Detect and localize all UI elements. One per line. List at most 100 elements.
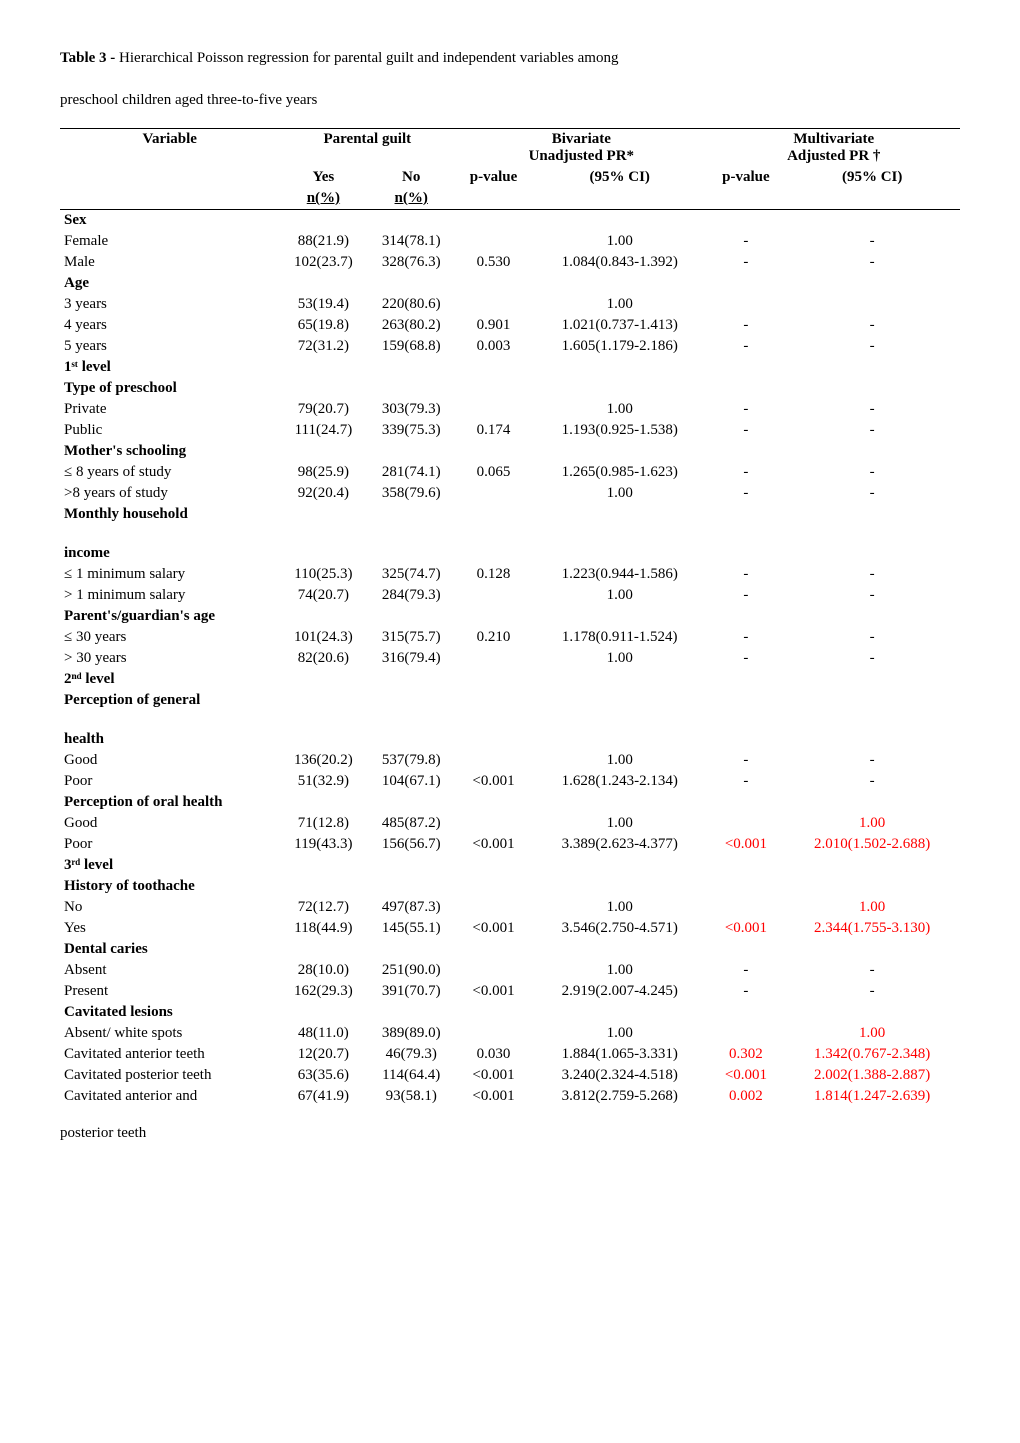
cell-ci1: 1.265(0.985-1.623) — [532, 462, 708, 483]
hdr-no: No — [367, 167, 455, 188]
row-label: Yes — [60, 918, 280, 939]
row-label: No — [60, 897, 280, 918]
cell-ci2: 1.00 — [784, 1023, 960, 1044]
table-row: > 30 years82(20.6)316(79.4)1.00-- — [60, 648, 960, 669]
cell-pv2: - — [708, 585, 785, 606]
row-label: Cavitated posterior teeth — [60, 1065, 280, 1086]
table-row: Cavitated posterior teeth63(35.6)114(64.… — [60, 1065, 960, 1086]
section-label: Perception of general — [60, 690, 280, 711]
cell-no: 114(64.4) — [367, 1065, 455, 1086]
hdr-ci-2: (95% CI) — [784, 167, 960, 188]
section-label: Age — [60, 273, 280, 294]
cell-no: 145(55.1) — [367, 918, 455, 939]
cell-ci1: 1.00 — [532, 960, 708, 981]
cell-pv1 — [455, 483, 532, 504]
tail-text: posterior teeth — [60, 1125, 960, 1142]
section-header-row: Age — [60, 273, 960, 294]
hdr-bivariate: Bivariate Unadjusted PR* — [455, 129, 707, 168]
cell-pv2 — [708, 294, 785, 315]
cell-pv1 — [455, 399, 532, 420]
section-label: Cavitated lesions — [60, 1002, 280, 1023]
row-label: Good — [60, 750, 280, 771]
cell-pv2: - — [708, 648, 785, 669]
cell-pv1: <0.001 — [455, 981, 532, 1002]
row-label: ≤ 30 years — [60, 627, 280, 648]
cell-no: 220(80.6) — [367, 294, 455, 315]
hdr-npct-yes: n(%) — [307, 190, 340, 206]
cell-yes: 110(25.3) — [280, 564, 368, 585]
cell-yes: 82(20.6) — [280, 648, 368, 669]
row-label: Male — [60, 252, 280, 273]
caption-prefix: Table 3 - — [60, 50, 119, 66]
hdr-pvalue-1: p-value — [455, 167, 532, 188]
cell-pv2: - — [708, 981, 785, 1002]
cell-pv2: - — [708, 315, 785, 336]
cell-ci2: 2.344(1.755-3.130) — [784, 918, 960, 939]
cell-ci1: 3.389(2.623-4.377) — [532, 834, 708, 855]
cell-ci2: 1.342(0.767-2.348) — [784, 1044, 960, 1065]
cell-pv2: - — [708, 252, 785, 273]
cell-no: 497(87.3) — [367, 897, 455, 918]
section-header-row: Perception of oral health — [60, 792, 960, 813]
hdr-yes: Yes — [280, 167, 368, 188]
cell-pv2: - — [708, 399, 785, 420]
cell-ci2: 1.00 — [784, 813, 960, 834]
table-row: Yes118(44.9)145(55.1)<0.0013.546(2.750-4… — [60, 918, 960, 939]
section-header-row: 3ʳᵈ level — [60, 855, 960, 876]
cell-pv2: - — [708, 231, 785, 252]
cell-pv1 — [455, 231, 532, 252]
cell-pv2: 0.002 — [708, 1086, 785, 1107]
cell-pv1: <0.001 — [455, 1086, 532, 1107]
cell-ci1: 1.021(0.737-1.413) — [532, 315, 708, 336]
cell-ci2: - — [784, 627, 960, 648]
cell-no: 284(79.3) — [367, 585, 455, 606]
cell-ci1: 1.084(0.843-1.392) — [532, 252, 708, 273]
section-label: Parent's/guardian's age — [60, 606, 280, 627]
table-row: ≤ 1 minimum salary110(25.3)325(74.7)0.12… — [60, 564, 960, 585]
table-row: Poor51(32.9)104(67.1)<0.0011.628(1.243-2… — [60, 771, 960, 792]
row-label: 4 years — [60, 315, 280, 336]
section-header-row: Cavitated lesions — [60, 1002, 960, 1023]
cell-pv2: 0.302 — [708, 1044, 785, 1065]
cell-ci1: 3.812(2.759-5.268) — [532, 1086, 708, 1107]
cell-yes: 88(21.9) — [280, 231, 368, 252]
cell-yes: 67(41.9) — [280, 1086, 368, 1107]
cell-pv1: <0.001 — [455, 1065, 532, 1086]
row-label: ≤ 8 years of study — [60, 462, 280, 483]
cell-yes: 111(24.7) — [280, 420, 368, 441]
section-label: health — [60, 729, 280, 750]
cell-pv2 — [708, 897, 785, 918]
cell-yes: 53(19.4) — [280, 294, 368, 315]
cell-yes: 79(20.7) — [280, 399, 368, 420]
section-header-row: health — [60, 729, 960, 750]
table-row: Poor119(43.3)156(56.7)<0.0013.389(2.623-… — [60, 834, 960, 855]
cell-ci1: 1.00 — [532, 231, 708, 252]
row-label: Public — [60, 420, 280, 441]
section-label: Type of preschool — [60, 378, 280, 399]
cell-no: 391(70.7) — [367, 981, 455, 1002]
section-header-row: History of toothache — [60, 876, 960, 897]
cell-no: 303(79.3) — [367, 399, 455, 420]
cell-no: 104(67.1) — [367, 771, 455, 792]
cell-ci2: - — [784, 420, 960, 441]
cell-yes: 63(35.6) — [280, 1065, 368, 1086]
cell-no: 263(80.2) — [367, 315, 455, 336]
cell-ci1: 1.605(1.179-2.186) — [532, 336, 708, 357]
cell-pv1 — [455, 813, 532, 834]
cell-pv1: 0.174 — [455, 420, 532, 441]
cell-pv2: - — [708, 462, 785, 483]
cell-pv1 — [455, 750, 532, 771]
row-label: Absent/ white spots — [60, 1023, 280, 1044]
table-row: > 1 minimum salary74(20.7)284(79.3)1.00-… — [60, 585, 960, 606]
table-row: >8 years of study92(20.4)358(79.6)1.00-- — [60, 483, 960, 504]
cell-ci2: - — [784, 483, 960, 504]
cell-pv1: <0.001 — [455, 834, 532, 855]
cell-ci2: - — [784, 315, 960, 336]
cell-pv2: - — [708, 750, 785, 771]
cell-yes: 98(25.9) — [280, 462, 368, 483]
cell-pv1 — [455, 585, 532, 606]
section-header-row: 2ⁿᵈ level — [60, 669, 960, 690]
cell-pv2: - — [708, 336, 785, 357]
cell-yes: 72(12.7) — [280, 897, 368, 918]
cell-pv2: - — [708, 420, 785, 441]
